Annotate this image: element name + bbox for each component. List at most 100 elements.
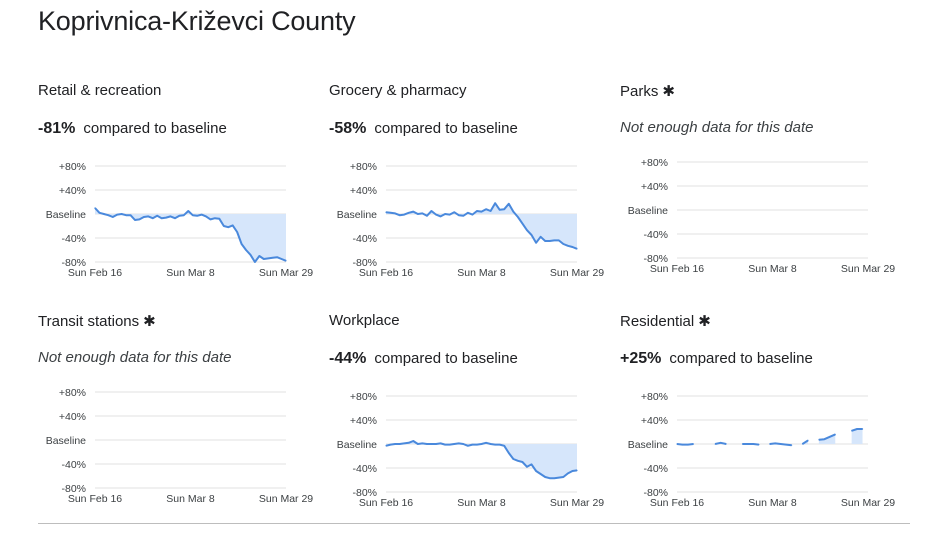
y-tick-label: +80%: [641, 157, 668, 169]
change-label: compared to baseline: [374, 120, 518, 137]
change-value: -58%: [329, 120, 367, 137]
change-value: -44%: [329, 350, 367, 367]
data-point: [426, 215, 428, 217]
bottom-divider: [38, 523, 910, 524]
x-tick-label: Sun Mar 29: [841, 497, 895, 509]
change-summary: -58% compared to baseline: [329, 120, 518, 138]
area-fill: [386, 203, 577, 249]
series-line: [676, 443, 694, 446]
data-point: [576, 248, 578, 250]
data-point: [823, 438, 825, 440]
chart-panel: Residential ✱ +25% compared to baseline +80%…: [620, 312, 910, 512]
data-point: [165, 217, 167, 219]
y-tick-label: -80%: [61, 257, 86, 269]
data-point: [769, 443, 771, 445]
data-point: [394, 443, 396, 445]
data-point: [458, 214, 460, 216]
data-point: [774, 442, 776, 444]
data-point: [462, 443, 464, 445]
data-point: [818, 439, 820, 441]
data-point: [758, 444, 760, 446]
y-tick-label: +40%: [641, 181, 668, 193]
y-tick-label: +80%: [59, 387, 86, 399]
data-point: [232, 224, 234, 226]
data-point: [196, 215, 198, 217]
x-tick-label: Sun Feb 16: [359, 267, 413, 279]
y-tick-label: +40%: [59, 411, 86, 423]
data-point: [851, 430, 853, 432]
data-point: [152, 217, 154, 219]
data-point: [236, 231, 238, 233]
data-point: [499, 209, 501, 211]
series-line: [818, 433, 836, 441]
change-summary: -44% compared to baseline: [329, 350, 518, 368]
data-point: [512, 211, 514, 213]
y-tick-label: +40%: [59, 185, 86, 197]
chart-panel: Grocery & pharmacy -58% compared to baseli…: [329, 82, 619, 282]
line-chart: +80% +40% Baseline -40% -80%Sun Feb 16 Sun Ma…: [628, 157, 896, 275]
data-point: [526, 466, 528, 468]
data-point: [829, 436, 831, 438]
asterisk-icon[interactable]: ✱: [662, 83, 675, 100]
data-point: [421, 442, 423, 444]
data-point: [480, 443, 483, 445]
area-fill: [95, 208, 286, 262]
data-point: [801, 443, 804, 445]
asterisk-icon[interactable]: ✱: [143, 313, 156, 330]
data-point: [544, 240, 546, 242]
data-point: [389, 444, 392, 446]
data-point: [571, 470, 574, 472]
chart-title: Transit stations ✱: [38, 312, 156, 330]
data-point: [94, 207, 96, 209]
data-point: [129, 214, 132, 216]
page-title: Koprivnica-Križevci County: [38, 6, 356, 36]
data-point: [834, 433, 836, 435]
x-tick-label: Sun Mar 8: [166, 267, 215, 279]
data-point: [530, 234, 533, 236]
chart-panel: Parks ✱ Not enough data for this date +80% +…: [620, 82, 910, 282]
data-point: [276, 256, 278, 258]
chart-panel: Retail & recreation -81% compared to basel…: [38, 82, 328, 282]
data-point: [435, 214, 437, 216]
change-summary: -81% compared to baseline: [38, 120, 227, 138]
data-point: [741, 443, 744, 445]
y-tick-label: Baseline: [46, 209, 86, 221]
data-point: [530, 463, 533, 465]
data-point: [403, 442, 405, 444]
data-point: [385, 211, 387, 213]
data-point: [692, 443, 694, 445]
data-point: [183, 214, 185, 216]
data-point: [417, 213, 419, 215]
x-tick-label: Sun Mar 29: [550, 497, 604, 509]
y-tick-label: -80%: [643, 253, 668, 265]
data-point: [467, 212, 469, 214]
data-point: [512, 458, 514, 460]
data-point: [553, 239, 555, 241]
data-point: [412, 211, 414, 213]
x-tick-label: Sun Mar 8: [457, 497, 506, 509]
x-tick-label: Sun Feb 16: [68, 267, 122, 279]
x-tick-label: Sun Mar 29: [841, 263, 895, 275]
data-point: [143, 216, 145, 218]
data-point: [558, 239, 560, 241]
data-point: [227, 226, 229, 228]
data-point: [214, 217, 216, 219]
y-tick-label: -40%: [352, 463, 377, 475]
y-tick-label: +40%: [350, 185, 377, 197]
data-point: [861, 428, 864, 430]
x-tick-label: Sun Mar 29: [259, 267, 313, 279]
data-point: [280, 258, 283, 260]
asterisk-icon[interactable]: ✱: [698, 313, 711, 330]
data-point: [201, 214, 203, 216]
data-point: [494, 202, 496, 204]
data-point: [435, 443, 437, 445]
data-point: [98, 212, 101, 214]
data-point: [399, 214, 401, 216]
data-point: [254, 261, 256, 263]
data-point: [521, 223, 524, 225]
data-point: [430, 443, 433, 445]
y-tick-label: +40%: [641, 415, 668, 427]
change-label: compared to baseline: [83, 120, 227, 137]
data-point: [476, 210, 478, 212]
data-point: [399, 443, 401, 445]
